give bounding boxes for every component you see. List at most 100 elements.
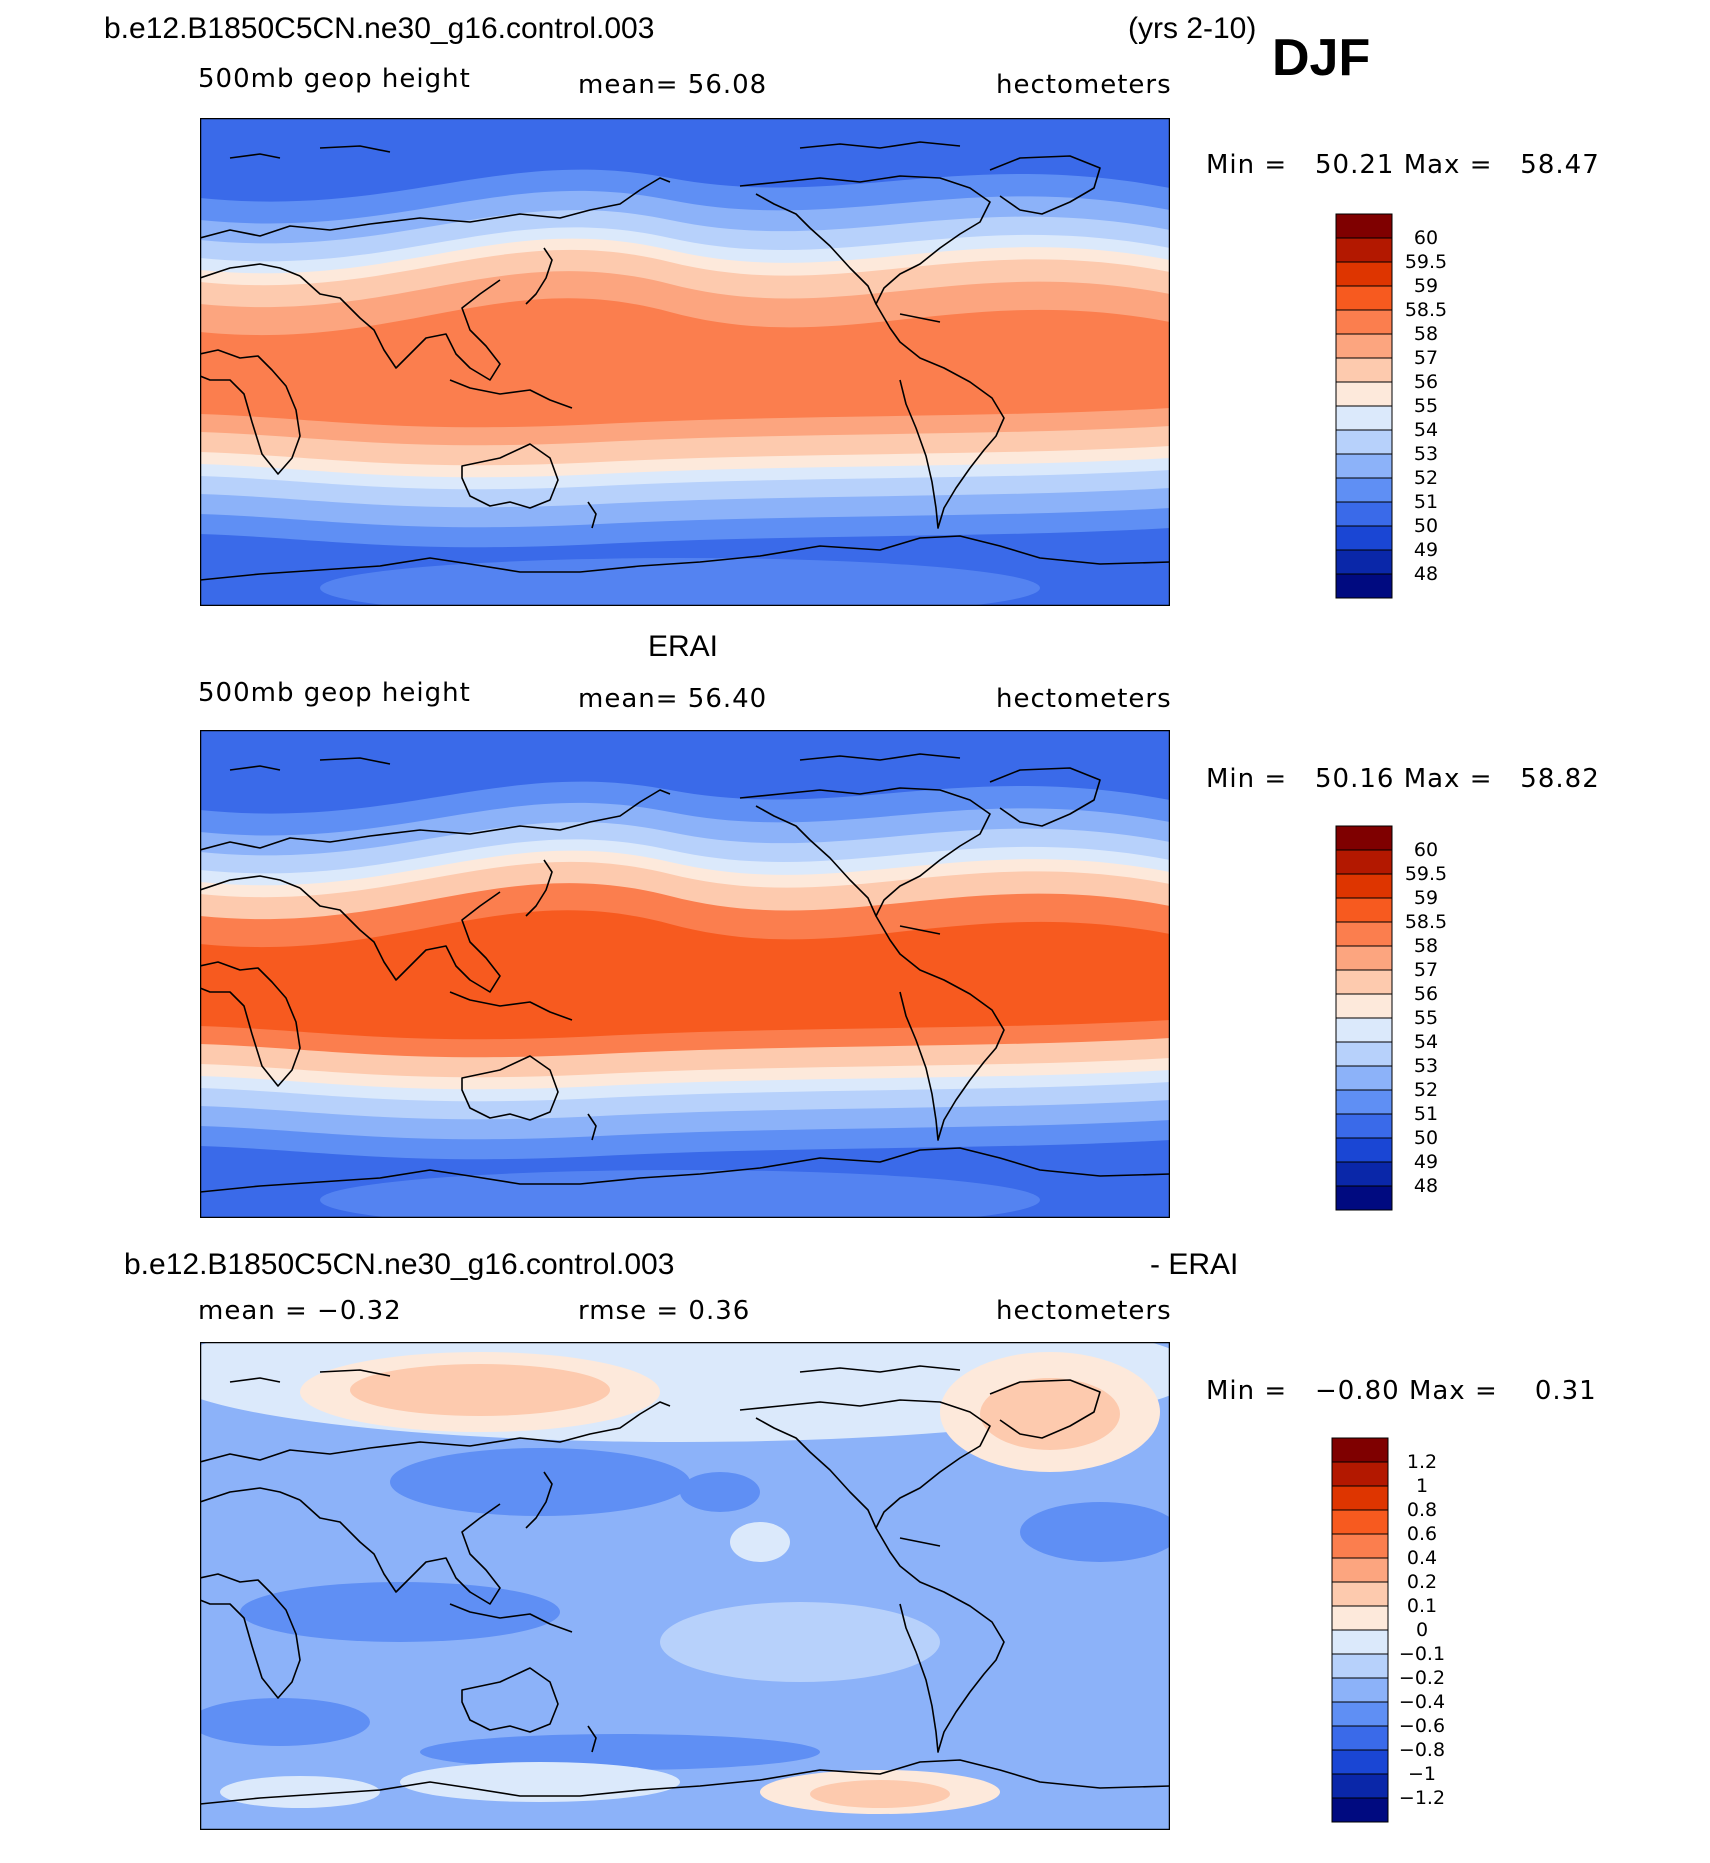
coastline [299, 275, 501, 381]
coastline [875, 915, 1005, 1141]
panel1-min-label: Min = [1206, 150, 1288, 180]
colorbar-tick-label: −0.6 [1399, 1715, 1445, 1737]
coastline [449, 1603, 573, 1633]
colorbar-box [1335, 477, 1393, 503]
panel2-max-value: 58.82 [1520, 764, 1600, 794]
colorbar-box [1335, 405, 1393, 431]
colorbar-box [1335, 525, 1393, 551]
panel2-units-label: hectometers [996, 684, 1172, 714]
panel1-max-label: Max = [1403, 150, 1493, 180]
colorbar-box [1335, 1089, 1393, 1115]
panel2-min-value: 50.16 [1314, 764, 1395, 794]
coastline [461, 443, 559, 509]
colorbar-box [1331, 1557, 1389, 1583]
panel3-min-label: Min = [1206, 1376, 1288, 1406]
colorbar-box [1335, 921, 1393, 947]
contour-band [680, 1472, 760, 1512]
colorbar-box [1335, 357, 1393, 383]
contour-band [420, 1734, 820, 1770]
coastline [525, 1471, 553, 1529]
coastline [319, 145, 391, 153]
contour-band [320, 558, 1040, 606]
coastline [229, 1377, 281, 1383]
colorbar-tick-label: 59.5 [1405, 863, 1447, 885]
colorbar-box [1335, 1113, 1393, 1139]
panel3-rmse-label: rmse = 0.36 [578, 1296, 751, 1326]
coastline [200, 1759, 1170, 1805]
coastline [587, 1113, 597, 1141]
colorbar-box [1331, 1629, 1389, 1655]
coastline [200, 177, 671, 239]
coastline [299, 887, 501, 993]
panel1-map [200, 118, 1170, 606]
colorbar-tick-label: 59 [1414, 275, 1438, 297]
colorbar-tick-label: 48 [1414, 563, 1438, 585]
colorbar-tick-label: 0.6 [1407, 1523, 1437, 1545]
coastline [200, 1487, 301, 1503]
colorbar-tick-label: 52 [1414, 1079, 1438, 1101]
coastline [229, 765, 281, 771]
colorbar-tick-label: −0.1 [1399, 1643, 1445, 1665]
colorbar-tick-label: 58.5 [1405, 911, 1447, 933]
coastline [525, 247, 553, 305]
colorbar-box [1335, 1065, 1393, 1091]
panel1-variable-label: 500mb geop height [198, 64, 471, 94]
coastline [461, 1667, 559, 1733]
colorbar-tick-label: −0.4 [1399, 1691, 1445, 1713]
coastline [200, 1401, 671, 1463]
colorbar-tick-label: 58 [1414, 935, 1438, 957]
coastline [899, 1537, 941, 1547]
contour-band [220, 1776, 380, 1808]
panel2-min-label: Min = [1206, 764, 1288, 794]
colorbar-box [1335, 333, 1393, 359]
colorbar-box [1335, 237, 1393, 263]
colorbar-box [1335, 897, 1393, 923]
coastline [587, 501, 597, 529]
colorbar-tick-label: 57 [1414, 347, 1438, 369]
contour-band [400, 1762, 680, 1802]
colorbar-tick-label: 56 [1414, 983, 1438, 1005]
coastline [200, 535, 1170, 581]
panel3-max-label: Max = [1408, 1376, 1498, 1406]
colorbar-box [1331, 1461, 1389, 1487]
coastline [739, 1399, 991, 1529]
colorbar-box [1331, 1437, 1389, 1463]
coastline [587, 1725, 597, 1753]
colorbar-tick-label: 55 [1414, 395, 1438, 417]
colorbar-tick-label: 51 [1414, 491, 1438, 513]
coastline [989, 1379, 1101, 1439]
panel1-max-value: 58.47 [1520, 150, 1600, 180]
coastline [799, 1365, 961, 1373]
coastline [899, 313, 941, 323]
colorbar-box [1335, 381, 1393, 407]
coastline [229, 153, 281, 159]
colorbar-box [1331, 1725, 1389, 1751]
colorbar-box [1331, 1677, 1389, 1703]
coastline [989, 767, 1101, 827]
panel3-max-value: 0.31 [1534, 1376, 1597, 1406]
coastline [739, 175, 991, 305]
panel3-minmax: Min = −0.80 Max = 0.31 [1206, 1376, 1597, 1406]
colorbar-tick-label: −0.8 [1399, 1739, 1445, 1761]
coastline [200, 349, 301, 475]
panel2-max-label: Max = [1403, 764, 1493, 794]
colorbar-box [1335, 873, 1393, 899]
colorbar-tick-label: 55 [1414, 1007, 1438, 1029]
contour-band [200, 910, 1170, 1040]
coastline [319, 1369, 391, 1377]
colorbar-box [1331, 1605, 1389, 1631]
panel1-min-value: 50.21 [1314, 150, 1395, 180]
contour-band [200, 1698, 370, 1746]
panel1-units-label: hectometers [996, 70, 1172, 100]
colorbar-box [1335, 429, 1393, 455]
colorbar-box [1331, 1485, 1389, 1511]
coastline [449, 379, 573, 409]
colorbar-box [1335, 969, 1393, 995]
coastline [200, 1147, 1170, 1193]
colorbar-box [1331, 1797, 1389, 1823]
colorbar-box [1335, 453, 1393, 479]
colorbar-tick-label: 0.8 [1407, 1499, 1437, 1521]
contour-band [730, 1522, 790, 1562]
